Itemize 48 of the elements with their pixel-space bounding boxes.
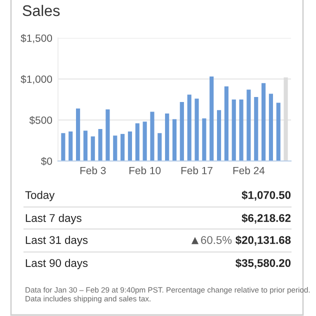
bar (83, 130, 88, 161)
bar (246, 90, 251, 161)
bar (142, 122, 147, 161)
text: Last 31 days (26, 236, 88, 246)
bar (276, 102, 280, 161)
y-tick-label: $1,000 (20, 75, 52, 84)
bar (90, 136, 95, 161)
text: Today (25, 190, 55, 202)
text: Last 90 days (26, 258, 88, 270)
bar (202, 118, 206, 161)
x-tick-label: Feb 10 (129, 166, 161, 174)
bar (232, 100, 236, 161)
bar (68, 131, 73, 161)
text: 60.5% (201, 236, 232, 244)
bar (224, 86, 228, 161)
bar (158, 133, 162, 161)
x-tick-label: Feb 3 (80, 166, 106, 174)
bar (262, 83, 266, 161)
bar (165, 113, 170, 161)
y-tick-label: $0 (40, 157, 52, 166)
bar (106, 109, 110, 161)
bar (135, 123, 140, 161)
y-tick-label: $1,500 (20, 34, 52, 44)
bar (150, 112, 154, 161)
text: $6,218.62 (242, 214, 291, 224)
bar (187, 94, 192, 161)
bar (61, 133, 66, 161)
text: $35,580.20 (236, 258, 291, 269)
bar (210, 76, 214, 161)
chart-title: Sales (22, 4, 60, 16)
text: $20,131.68 (236, 236, 291, 246)
x-tick-label: Feb 17 (181, 166, 212, 174)
text: Last 7 days (26, 214, 82, 224)
bar (172, 119, 177, 161)
x-tick-label: Feb 24 (233, 166, 265, 174)
bar (120, 134, 125, 161)
bar (76, 108, 80, 161)
bar (216, 110, 222, 161)
bar (113, 136, 118, 161)
bar (180, 102, 184, 161)
bar (239, 100, 244, 161)
bar (128, 131, 132, 161)
bar (254, 97, 258, 161)
bar (194, 98, 199, 161)
bar (268, 94, 274, 161)
y-tick-label: $500 (29, 116, 52, 124)
text: $1,070.50 (242, 190, 291, 201)
bar (98, 129, 102, 161)
